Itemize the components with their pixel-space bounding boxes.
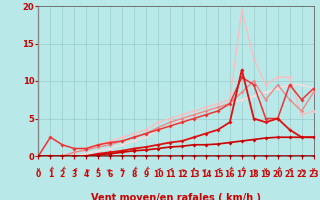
X-axis label: Vent moyen/en rafales ( km/h ): Vent moyen/en rafales ( km/h ) [91, 193, 261, 200]
